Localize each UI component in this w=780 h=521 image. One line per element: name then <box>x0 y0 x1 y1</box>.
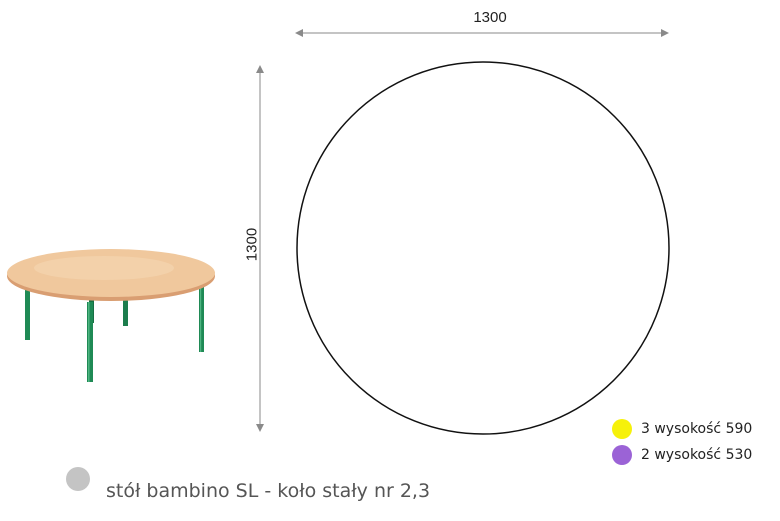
product-caption: stół bambino SL - koło stały nr 2,3 <box>66 467 430 502</box>
table-top-shine <box>34 256 174 280</box>
legend-swatch-yellow <box>612 419 632 439</box>
height-dimension-label: 1300 <box>243 227 261 262</box>
legend-item: 2 wysokość 530 <box>612 444 752 466</box>
table-leg-front-left <box>25 288 30 340</box>
legend-swatch-purple <box>612 445 632 465</box>
legend-item: 3 wysokość 590 <box>612 418 752 440</box>
height-legend: 3 wysokość 590 2 wysokość 530 <box>612 418 752 470</box>
leg-highlight <box>88 302 90 382</box>
legend-label: 2 wysokość 530 <box>641 447 753 463</box>
caption-dot-icon <box>66 467 90 491</box>
legend-label: 3 wysokość 590 <box>641 421 753 437</box>
tabletop-outline <box>296 61 670 435</box>
product-name: stół bambino SL - koło stały nr 2,3 <box>106 480 431 502</box>
width-dimension-label: 1300 <box>473 9 507 26</box>
table-photo <box>7 249 215 382</box>
table-leg-front-center <box>87 302 93 382</box>
table-leg-back-left <box>123 293 128 326</box>
table-leg-front-right <box>199 286 204 352</box>
leg-highlight <box>200 286 202 352</box>
